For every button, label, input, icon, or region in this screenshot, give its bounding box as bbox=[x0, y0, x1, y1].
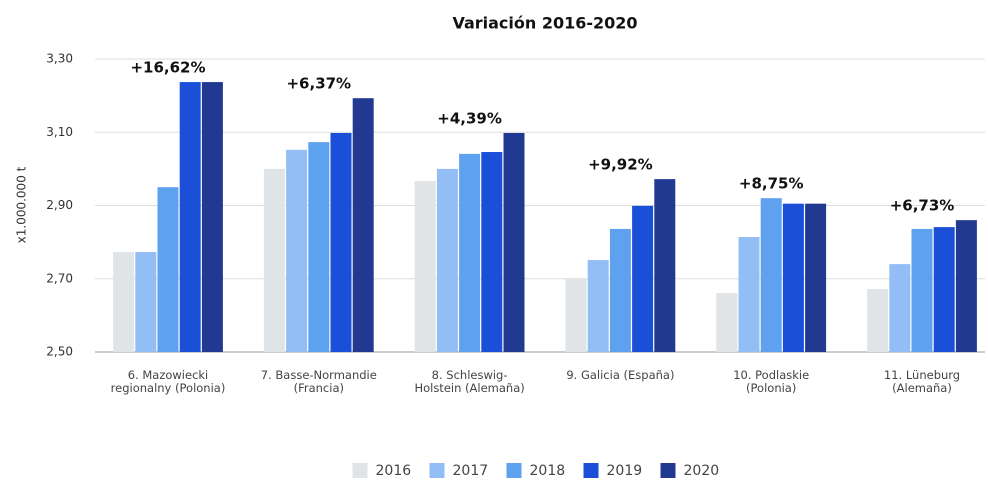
bar bbox=[654, 179, 676, 352]
bar bbox=[352, 98, 374, 352]
legend-swatch bbox=[506, 463, 522, 478]
y-tick-label: 2,70 bbox=[46, 271, 73, 285]
bar bbox=[738, 236, 760, 352]
bar bbox=[414, 180, 436, 352]
annotation: +9,92% bbox=[588, 156, 653, 174]
bar bbox=[179, 82, 201, 352]
bar bbox=[565, 279, 587, 352]
annotation: +4,39% bbox=[437, 109, 502, 127]
annotation: +6,37% bbox=[286, 75, 351, 93]
legend-label: 2016 bbox=[376, 463, 412, 479]
x-tick-label: 9. Galicia (España) bbox=[566, 368, 674, 382]
bar bbox=[330, 132, 352, 352]
bar bbox=[760, 198, 782, 352]
chart-title: Variación 2016-2020 bbox=[452, 14, 637, 33]
y-tick-label: 3,30 bbox=[46, 52, 73, 66]
bar bbox=[587, 260, 609, 352]
y-tick-label: 3,10 bbox=[46, 125, 73, 139]
bar bbox=[805, 203, 827, 352]
x-tick-label: 8. Schleswig-Holstein (Alemaña) bbox=[414, 368, 524, 395]
y-axis-label: x1.000.000 t bbox=[15, 166, 29, 243]
legend-label: 2017 bbox=[453, 463, 489, 479]
annotation: +6,73% bbox=[890, 197, 955, 215]
bar bbox=[113, 252, 135, 352]
bar bbox=[782, 203, 804, 352]
y-tick-label: 2,90 bbox=[46, 198, 73, 212]
legend-label: 2019 bbox=[607, 463, 643, 479]
bar bbox=[889, 264, 911, 352]
bar bbox=[632, 205, 654, 352]
bar bbox=[135, 252, 157, 352]
bar bbox=[911, 228, 933, 352]
legend-label: 2018 bbox=[530, 463, 566, 479]
bar bbox=[481, 152, 503, 352]
bar bbox=[716, 293, 738, 352]
bar bbox=[263, 168, 285, 352]
legend-swatch bbox=[660, 463, 676, 478]
bar bbox=[867, 289, 889, 352]
bar bbox=[201, 82, 223, 352]
bar bbox=[955, 220, 977, 352]
bar bbox=[286, 149, 308, 352]
legend-swatch bbox=[429, 463, 445, 478]
x-tick-label: 6. Mazowiecki regionalny (Polonia) bbox=[111, 368, 226, 395]
bar bbox=[157, 187, 179, 352]
x-tick-label: 7. Basse-Normandie (Francia) bbox=[261, 368, 377, 395]
y-tick-label: 2,50 bbox=[46, 345, 73, 359]
bar bbox=[933, 227, 955, 352]
legend-swatch bbox=[583, 463, 599, 478]
bar bbox=[436, 168, 458, 352]
bar bbox=[308, 142, 330, 352]
bar bbox=[503, 132, 525, 352]
x-tick-label: 10. Podlaskie (Polonia) bbox=[733, 368, 809, 395]
bar bbox=[609, 228, 631, 352]
legend-swatch bbox=[352, 463, 368, 478]
legend-label: 2020 bbox=[684, 463, 720, 479]
x-tick-label: 11. Lüneburg (Alemaña) bbox=[884, 368, 960, 395]
annotation: +8,75% bbox=[739, 175, 804, 193]
annotation: +16,62% bbox=[130, 59, 205, 77]
bar bbox=[459, 153, 481, 352]
